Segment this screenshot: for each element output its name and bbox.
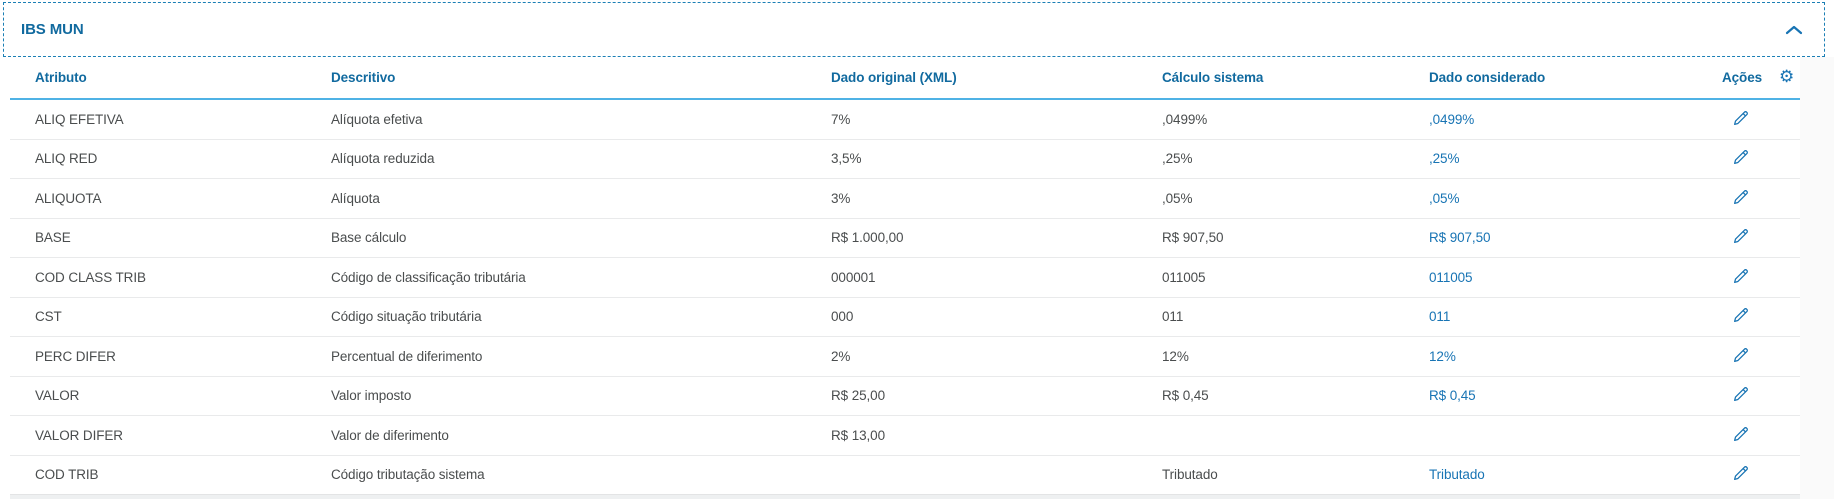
cell-calculo-sistema: 12% [1162, 348, 1189, 364]
cell-calculo-sistema: 011005 [1162, 269, 1206, 285]
pencil-icon[interactable] [1730, 423, 1752, 445]
cell-descritivo: Código situação tributária [331, 309, 482, 325]
table-row: VALOR DIFER Valor de diferimento R$ 13,0… [10, 416, 1800, 456]
cell-descritivo: Código de classificação tributária [331, 269, 526, 285]
cell-dado-considerado-link[interactable]: 011 [1429, 309, 1451, 325]
cell-dado-original: R$ 13,00 [831, 427, 885, 443]
column-header-descritivo: Descritivo [331, 70, 396, 85]
cell-descritivo: Base cálculo [331, 230, 407, 246]
cell-descritivo: Valor de diferimento [331, 427, 449, 443]
cell-dado-original: 7% [831, 111, 851, 127]
cell-dado-original: R$ 1.000,00 [831, 230, 904, 246]
cell-dado-considerado-link[interactable]: R$ 907,50 [1429, 230, 1491, 246]
cell-atributo: VALOR [35, 388, 80, 404]
column-header-dado-considerado: Dado considerado [1429, 70, 1546, 85]
chevron-up-icon[interactable] [1784, 23, 1804, 37]
cell-dado-considerado-link[interactable]: ,05% [1429, 190, 1460, 206]
cell-dado-considerado-link[interactable]: ,0499% [1429, 111, 1475, 127]
cell-descritivo: Alíquota efetiva [331, 111, 423, 127]
cell-atributo: COD TRIB [35, 467, 99, 483]
table-row: ALIQ EFETIVA Alíquota efetiva 7% ,0499% … [10, 100, 1800, 140]
cell-calculo-sistema: R$ 0,45 [1162, 388, 1209, 404]
gear-icon[interactable]: ⚙ [1779, 67, 1795, 87]
cell-calculo-sistema: R$ 907,50 [1162, 230, 1224, 246]
table-row: BASE Base cálculo R$ 1.000,00 R$ 907,50 … [10, 219, 1800, 258]
cell-dado-original: 2% [831, 348, 851, 364]
cell-dado-original: R$ 25,00 [831, 388, 885, 404]
cell-dado-considerado-link[interactable]: R$ 0,45 [1429, 388, 1476, 404]
column-header-acoes: Ações ⚙ [1722, 69, 1800, 86]
pencil-icon[interactable] [1730, 107, 1752, 129]
cell-atributo: BASE [35, 230, 71, 246]
cell-calculo-sistema: ,05% [1162, 190, 1193, 206]
cell-atributo: PERC DIFER [35, 348, 116, 364]
cell-dado-considerado-link[interactable]: 011005 [1429, 269, 1473, 285]
cell-descritivo: Alíquota reduzida [331, 151, 435, 167]
attributes-table: Atributo Descritivo Dado original (XML) … [10, 57, 1800, 495]
cell-dado-considerado-link[interactable]: 12% [1429, 348, 1456, 364]
cell-dado-original: 000001 [831, 269, 876, 285]
panel-title: IBS MUN [21, 21, 84, 38]
pencil-icon[interactable] [1730, 146, 1752, 168]
cell-dado-original: 000 [831, 309, 854, 325]
table-row: COD TRIB Código tributação sistema Tribu… [10, 456, 1800, 495]
cell-calculo-sistema: ,25% [1162, 151, 1193, 167]
pencil-icon[interactable] [1730, 383, 1752, 405]
cell-atributo: ALIQ RED [35, 151, 98, 167]
cell-descritivo: Valor imposto [331, 388, 412, 404]
table-body: ALIQ EFETIVA Alíquota efetiva 7% ,0499% … [10, 100, 1800, 495]
pencil-icon[interactable] [1730, 304, 1752, 326]
table-row: ALIQUOTA Alíquota 3% ,05% ,05% [10, 179, 1800, 219]
table-row: ALIQ RED Alíquota reduzida 3,5% ,25% ,25… [10, 140, 1800, 179]
cell-atributo: VALOR DIFER [35, 427, 123, 443]
ibs-mun-panel-header[interactable]: IBS MUN [3, 2, 1825, 57]
cell-dado-original: 3% [831, 190, 851, 206]
cell-calculo-sistema: 011 [1162, 309, 1184, 325]
column-header-atributo: Atributo [35, 70, 87, 85]
pencil-icon[interactable] [1730, 344, 1752, 366]
page-background-strip [1800, 57, 1834, 499]
table-row: VALOR Valor imposto R$ 25,00 R$ 0,45 R$ … [10, 377, 1800, 416]
pencil-icon[interactable] [1730, 225, 1752, 247]
table-row: CST Código situação tributária 000 011 0… [10, 298, 1800, 337]
column-header-calculo-sistema: Cálculo sistema [1162, 70, 1264, 85]
cell-calculo-sistema: Tributado [1162, 467, 1218, 483]
column-header-dado-original: Dado original (XML) [831, 70, 957, 85]
cell-atributo: ALIQUOTA [35, 190, 102, 206]
cell-dado-original: 3,5% [831, 151, 862, 167]
table-row: PERC DIFER Percentual de diferimento 2% … [10, 337, 1800, 377]
cell-calculo-sistema: ,0499% [1162, 111, 1208, 127]
next-row-partial [10, 494, 1800, 499]
cell-atributo: COD CLASS TRIB [35, 269, 146, 285]
cell-atributo: CST [35, 309, 62, 325]
cell-descritivo: Alíquota [331, 190, 380, 206]
cell-atributo: ALIQ EFETIVA [35, 111, 124, 127]
acoes-label: Ações [1722, 70, 1763, 85]
cell-dado-considerado-link[interactable]: Tributado [1429, 467, 1485, 483]
cell-descritivo: Percentual de diferimento [331, 348, 483, 364]
cell-descritivo: Código tributação sistema [331, 467, 485, 483]
cell-dado-considerado-link[interactable]: ,25% [1429, 151, 1460, 167]
table-row: COD CLASS TRIB Código de classificação t… [10, 258, 1800, 298]
pencil-icon[interactable] [1730, 462, 1752, 484]
pencil-icon[interactable] [1730, 265, 1752, 287]
table-header-row: Atributo Descritivo Dado original (XML) … [10, 57, 1800, 100]
pencil-icon[interactable] [1730, 186, 1752, 208]
